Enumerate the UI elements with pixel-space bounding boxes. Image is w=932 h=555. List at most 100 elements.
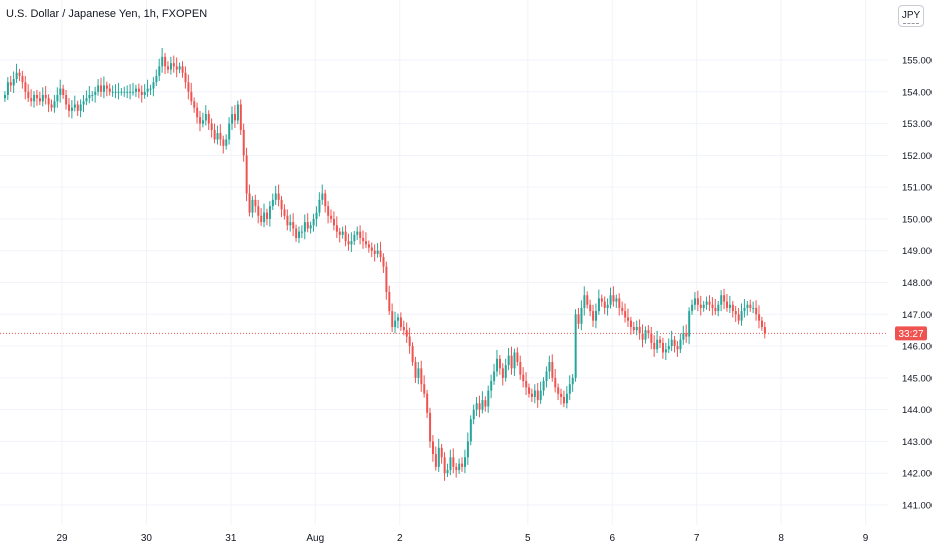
candle-body <box>236 104 239 121</box>
candle-body <box>394 320 397 327</box>
y-tick-label: 141.000 <box>902 501 932 512</box>
candle-body <box>225 139 228 146</box>
candle-body <box>496 358 499 372</box>
current-price-tag: 33:27 <box>895 326 927 341</box>
candle-body <box>376 250 379 254</box>
candle-body <box>385 266 388 293</box>
candle-body <box>597 298 600 312</box>
currency-button[interactable]: JPY <box>898 5 924 27</box>
candle-body <box>382 257 385 267</box>
candle-body <box>152 82 155 89</box>
candle-body <box>452 457 455 467</box>
x-tick-label: 31 <box>225 533 237 544</box>
candle-body <box>632 327 635 331</box>
y-tick-label: 146.000 <box>902 342 932 353</box>
candle-body <box>513 352 516 369</box>
candle-body <box>446 470 449 474</box>
candle-body <box>172 63 175 67</box>
candle-body <box>586 295 589 305</box>
candle-body <box>251 199 254 213</box>
candle-body <box>664 349 667 353</box>
y-tick-label: 155.000 <box>902 56 932 67</box>
candle-body <box>536 390 539 401</box>
candle-body <box>193 101 196 108</box>
candle-body <box>254 199 257 207</box>
candle-body <box>644 330 647 340</box>
candle-body <box>199 117 202 124</box>
candle-body <box>309 225 312 229</box>
candle-body <box>501 368 504 378</box>
candle-body <box>676 346 679 350</box>
candle-body <box>169 63 172 70</box>
candle-body <box>91 94 94 96</box>
candle-body <box>469 419 472 442</box>
candle-body <box>612 295 615 302</box>
candle-body <box>493 371 496 382</box>
candle-body <box>216 133 219 140</box>
candle-body <box>472 409 475 420</box>
candle-body <box>30 98 33 102</box>
currency-button-underline <box>903 23 919 24</box>
candle-body <box>758 314 761 321</box>
candle-body <box>36 94 39 99</box>
candle-body <box>615 298 618 302</box>
candle-body <box>6 82 9 95</box>
candle-body <box>312 218 315 226</box>
candle-body <box>41 94 44 102</box>
candle-body <box>117 91 120 93</box>
candle-body <box>21 75 24 83</box>
candle-body <box>85 98 88 102</box>
candle-body <box>580 307 583 324</box>
candle-body <box>592 311 595 321</box>
candle-body <box>76 104 79 111</box>
candle-body <box>661 342 664 353</box>
candle-body <box>213 129 216 140</box>
y-tick-label: 147.000 <box>902 310 932 321</box>
y-tick-label: 142.000 <box>902 469 932 480</box>
candle-body <box>321 193 324 200</box>
y-tick-label: 144.000 <box>902 405 932 416</box>
candle-body <box>737 314 740 321</box>
candle-body <box>47 98 50 105</box>
candle-body <box>696 298 699 305</box>
candle-body <box>65 94 68 105</box>
candle-body <box>24 82 27 92</box>
candle-body <box>627 317 630 321</box>
candle-body <box>135 88 138 92</box>
candle-body <box>670 339 673 347</box>
candle-body <box>178 66 181 70</box>
candle-body <box>97 85 100 92</box>
candle-body <box>365 241 368 245</box>
candle-body <box>350 241 353 245</box>
candle-body <box>391 311 394 327</box>
candle-body <box>726 301 729 308</box>
candle-body <box>88 94 91 99</box>
candle-body <box>466 441 469 458</box>
candle-body <box>100 85 103 92</box>
y-tick-label: 145.000 <box>902 373 932 384</box>
candle-body <box>94 91 97 95</box>
candle-body <box>533 390 536 397</box>
candle-body <box>755 307 758 315</box>
candle-body <box>437 447 440 467</box>
x-tick-label: 5 <box>525 533 531 544</box>
candle-body <box>68 104 71 111</box>
candle-body <box>659 339 662 343</box>
candle-body <box>140 91 143 95</box>
current-price-label: 33:27 <box>898 329 923 340</box>
candle-body <box>498 358 501 369</box>
grid-lines <box>0 0 888 525</box>
candle-body <box>434 454 437 467</box>
candle-body <box>702 304 705 308</box>
candle-body <box>714 307 717 312</box>
candle-body <box>146 88 149 92</box>
candle-body <box>557 387 560 394</box>
candle-body <box>449 457 452 471</box>
price-axis: 141.000 142.000 143.000 144.000 145.000 146.0… <box>902 56 932 512</box>
y-tick-label: 153.000 <box>902 119 932 130</box>
candle-body <box>137 88 140 92</box>
candle-body <box>260 215 263 223</box>
candle-body <box>490 381 493 391</box>
candle-body <box>743 307 746 312</box>
